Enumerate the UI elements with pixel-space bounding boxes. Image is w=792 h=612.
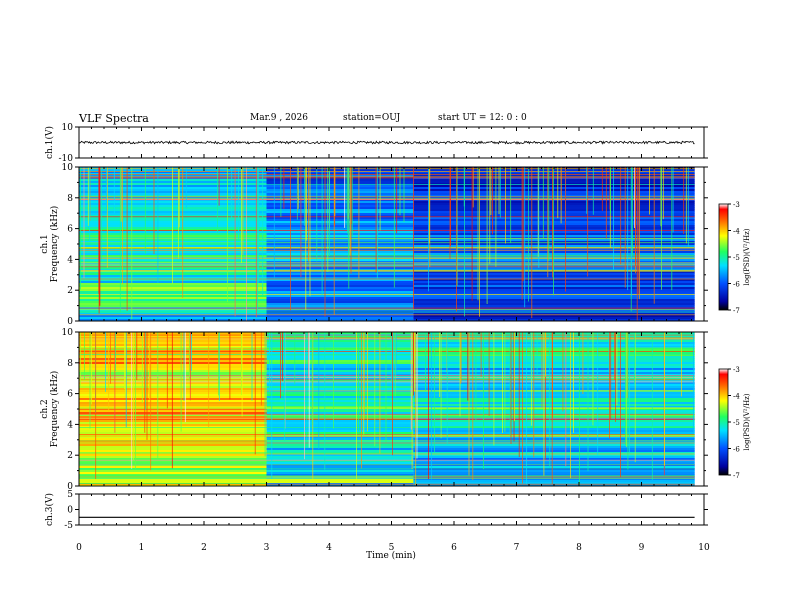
ytick-label-w1: -10 (59, 154, 74, 164)
ytick-label-w3: -5 (64, 521, 73, 531)
ytick-label-w3: 0 (67, 506, 73, 516)
ytick-label-s1: 2 (67, 286, 73, 296)
xtick-label: 3 (264, 543, 270, 553)
ytick-label-s1: 0 (67, 317, 73, 327)
colorbar-tick-label: -5 (733, 254, 740, 262)
colorbar-tick-label: -6 (733, 281, 740, 289)
ytick-label-s1: 8 (67, 194, 73, 204)
colorbar-s2 (718, 368, 729, 476)
colorbar-tick-label: -7 (733, 472, 740, 480)
start-time-label: start UT = 12: 0 : 0 (438, 113, 527, 123)
colorbar-tick-label: -4 (733, 393, 740, 401)
ytick-label-w1: 10 (62, 123, 74, 133)
colorbar-tick-label: -6 (733, 446, 740, 454)
ytick-label-s1: 10 (62, 163, 74, 173)
waveform-ch1 (78, 140, 695, 145)
colorbar-tick-label: -3 (733, 366, 740, 374)
ytick-label-s2: 10 (62, 328, 74, 338)
chart-title: VLF Spectra (79, 112, 149, 125)
x-axis-label: Time (min) (366, 550, 416, 561)
ylabel-s2: Frequency (kHz) (49, 371, 60, 448)
ytick-label-s2: 8 (67, 359, 73, 369)
date-label: Mar.9 , 2026 (250, 113, 308, 123)
colorbar-label: log(PSD)(V²/Hz) (743, 393, 751, 450)
colorbar-tick-label: -4 (733, 228, 740, 236)
xtick-label: 9 (639, 543, 645, 553)
xtick-label: 6 (451, 543, 457, 553)
colorbar-tick-label: -7 (733, 307, 740, 315)
ytick-label-s1: 6 (67, 225, 73, 235)
ylabel-s2: ch.2 (40, 399, 50, 418)
spectrogram-ch2 (79, 332, 695, 487)
ylabel-s1: ch.1 (40, 234, 50, 253)
ytick-label-s2: 0 (67, 482, 73, 492)
station-label: station=OUJ (343, 113, 401, 123)
ytick-label-s2: 4 (67, 420, 73, 430)
ylabel-w3: ch.3(V) (44, 493, 55, 526)
xtick-label: 8 (576, 543, 582, 553)
xtick-label: 2 (201, 543, 207, 553)
spectrogram-ch1 (79, 167, 695, 322)
xtick-label: 1 (139, 543, 145, 553)
colorbar-tick-label: -5 (733, 419, 740, 427)
xtick-label: 4 (326, 543, 332, 553)
ytick-label-s2: 2 (67, 451, 73, 461)
xtick-label: 7 (514, 543, 520, 553)
ytick-label-w3: 5 (67, 490, 73, 500)
colorbar-tick-label: -3 (733, 201, 740, 209)
colorbar-label: log(PSD)(V²/Hz) (743, 228, 751, 285)
panel-frame-w3 (78, 493, 705, 526)
ylabel-w1: ch.1(V) (44, 126, 55, 159)
ylabel-s1: Frequency (kHz) (49, 206, 60, 283)
xtick-label: 5 (389, 543, 395, 553)
ytick-label-s2: 6 (67, 390, 73, 400)
xtick-label: 10 (698, 543, 710, 553)
colorbar-s1 (718, 203, 729, 311)
ytick-label-s1: 4 (67, 255, 73, 265)
xtick-label: 0 (76, 543, 82, 553)
